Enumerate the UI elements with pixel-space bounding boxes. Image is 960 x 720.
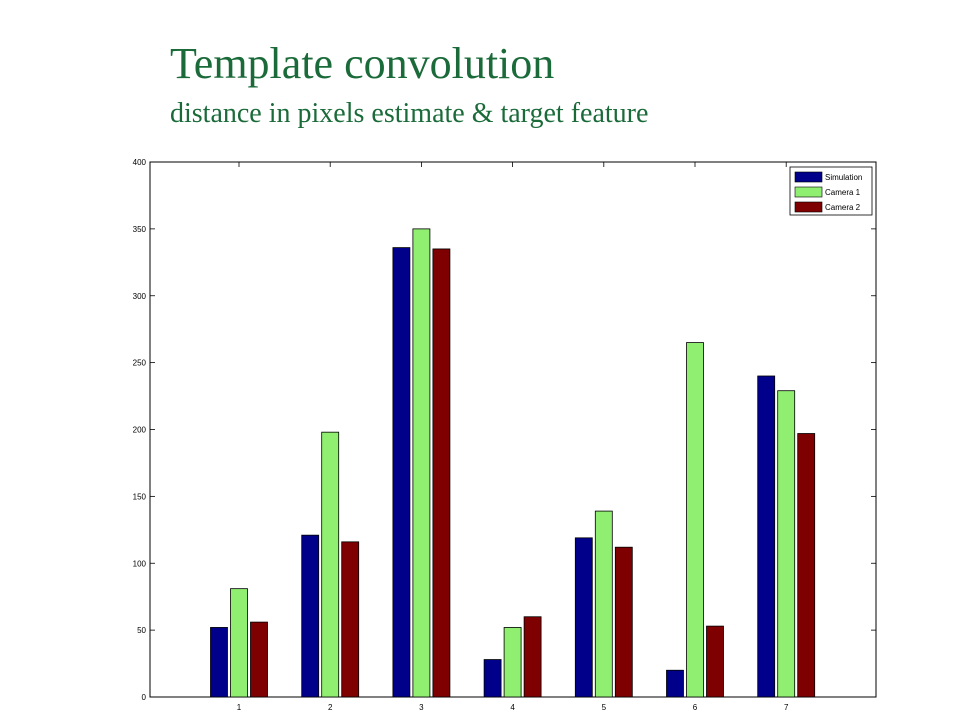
y-tick-label: 200 <box>133 426 147 435</box>
legend-swatch <box>794 186 823 198</box>
y-tick-label: 400 <box>133 158 147 167</box>
bar-camera-1 <box>412 228 431 698</box>
bar-camera-2 <box>432 248 451 698</box>
legend-swatch <box>794 171 823 183</box>
plot-area <box>149 161 877 698</box>
bar-camera-2 <box>797 433 816 698</box>
legend-label: Simulation <box>825 173 862 182</box>
bar-simulation <box>574 537 593 698</box>
y-tick-label: 250 <box>133 359 147 368</box>
slide-subtitle: distance in pixels estimate & target fea… <box>170 98 649 129</box>
bar-camera-2 <box>523 616 542 698</box>
bar-camera-2 <box>250 621 268 698</box>
bar-camera-1 <box>686 342 704 698</box>
bar-simulation <box>757 375 776 698</box>
y-tick-label: 300 <box>133 292 147 301</box>
y-tick-label: 100 <box>133 559 147 568</box>
x-tick-label: 3 <box>419 703 424 712</box>
legend-label: Camera 1 <box>825 188 861 197</box>
bar-simulation <box>666 669 684 698</box>
bar-camera-1 <box>594 510 613 698</box>
x-tick-label: 7 <box>784 703 789 712</box>
bar-camera-1 <box>777 390 796 698</box>
bar-simulation <box>483 659 502 698</box>
x-tick-label: 2 <box>328 703 333 712</box>
y-tick-label: 350 <box>133 225 147 234</box>
bar-simulation <box>301 534 320 698</box>
bar-camera-2 <box>341 541 360 698</box>
bar-simulation <box>392 247 411 698</box>
y-tick-label: 150 <box>133 492 147 501</box>
x-tick-label: 5 <box>602 703 607 712</box>
x-tick-label: 1 <box>237 703 242 712</box>
bar-camera-1 <box>230 588 248 698</box>
bar-simulation <box>210 627 228 698</box>
bar-camera-1 <box>503 627 522 698</box>
bar-camera-2 <box>614 546 633 698</box>
legend-swatch <box>794 201 823 213</box>
y-tick-label: 0 <box>142 693 147 702</box>
slide-title: Template convolution <box>170 39 555 88</box>
legend-label: Camera 2 <box>825 203 861 212</box>
y-tick-label: 50 <box>137 626 146 635</box>
x-tick-label: 6 <box>693 703 698 712</box>
bar-camera-1 <box>321 431 340 698</box>
x-tick-label: 4 <box>510 703 515 712</box>
bar-camera-2 <box>706 625 724 698</box>
